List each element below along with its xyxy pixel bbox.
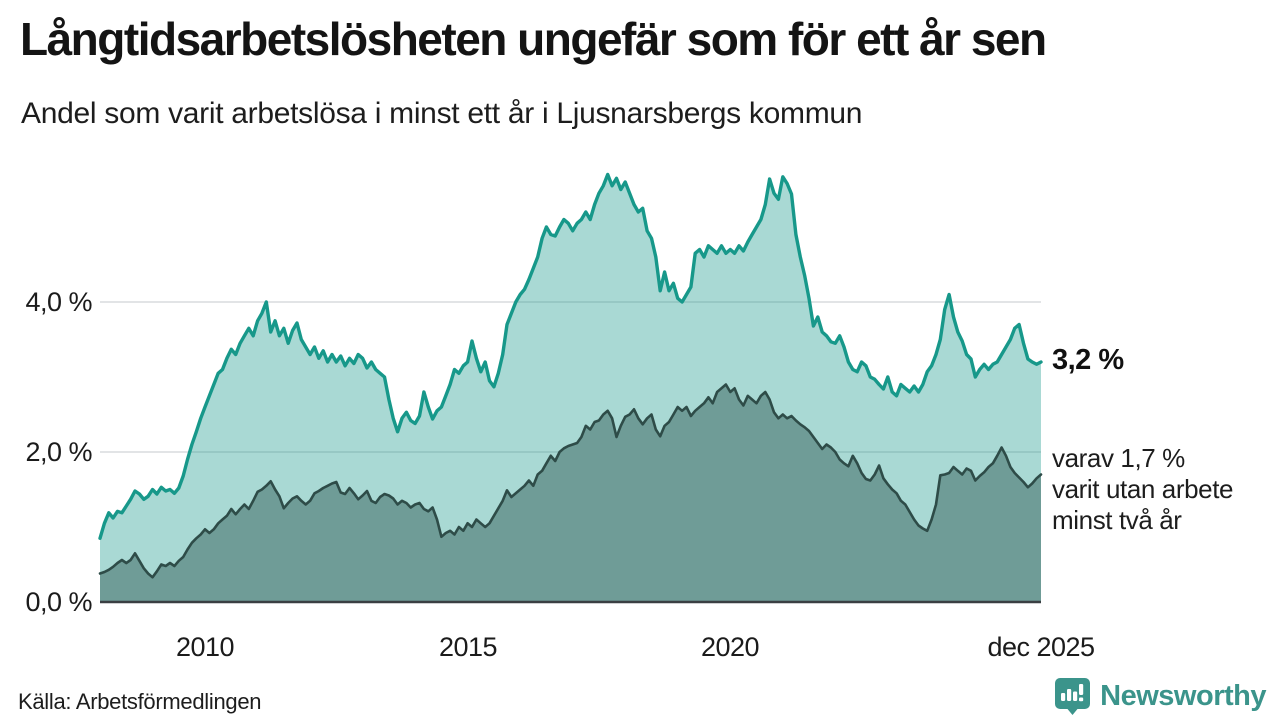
y-tick-label-2: 2,0 % [25,437,92,467]
one-year-line [98,172,1043,540]
two-year-annotation-line3: minst två år [1052,504,1182,535]
page-subtitle: Andel som varit arbetslösa i minst ett å… [21,97,863,130]
x-tick-label: 2015 [438,632,498,662]
two-year-annotation-line1: varav 1,7 % [1052,442,1185,473]
two-year-area-fill [100,384,1041,602]
newsworthy-logo-icon [1055,678,1091,715]
two-year-annotation: varav 1,7 % varit utan arbete minst två … [1052,443,1233,537]
y-tick-label-4: 4,0 % [25,287,92,317]
newsworthy-brand: Newsworthy [1053,676,1266,716]
page-title: Långtidsarbetslösheten ungefär som för e… [20,13,1047,65]
source-credit: Källa: Arbetsförmedlingen [18,689,262,714]
x-tick-label: dec 2025 [987,632,1095,662]
x-tick-label: 2020 [700,632,760,662]
y-tick-label-0: 0,0 % [25,587,92,617]
two-year-annotation-line2: varit utan arbete [1052,473,1234,504]
two-year-line [98,383,1043,579]
latest-total-label: 3,2 % [1052,344,1124,376]
x-tick-label: 2010 [175,632,235,662]
newsworthy-wordmark: Newsworthy [1100,679,1266,712]
